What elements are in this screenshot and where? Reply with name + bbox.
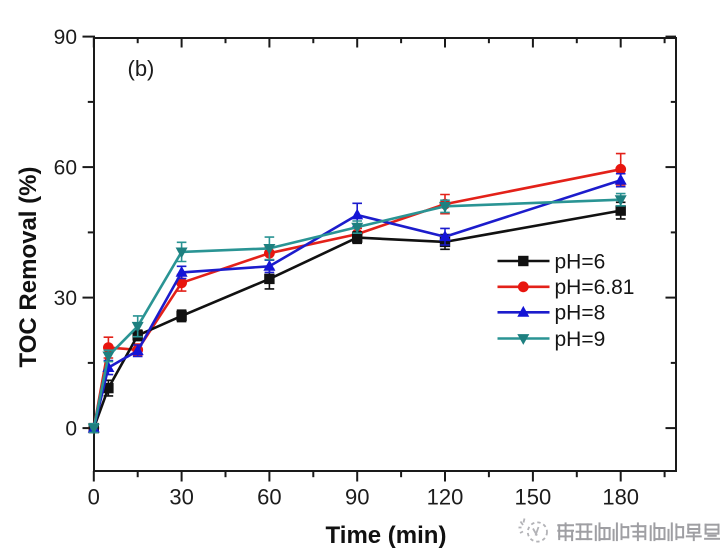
svg-text:pH=9: pH=9: [555, 328, 606, 351]
svg-text:90: 90: [345, 485, 369, 510]
svg-text:Time (min): Time (min): [326, 522, 447, 549]
svg-text:60: 60: [257, 485, 281, 510]
svg-text:180: 180: [602, 485, 639, 510]
svg-text:150: 150: [515, 485, 552, 510]
svg-text:30: 30: [54, 287, 77, 310]
svg-text:TOC Removal (%): TOC Removal (%): [15, 167, 42, 368]
svg-text:0: 0: [88, 485, 100, 510]
svg-text:pH=6: pH=6: [555, 250, 606, 273]
svg-text:60: 60: [54, 157, 77, 180]
svg-text:(b): (b): [128, 56, 155, 81]
svg-text:90: 90: [54, 26, 77, 49]
svg-text:pH=6.81: pH=6.81: [555, 276, 635, 299]
svg-text:120: 120: [427, 485, 464, 510]
svg-text:pH=8: pH=8: [555, 302, 606, 325]
svg-text:0: 0: [65, 418, 77, 441]
svg-text:30: 30: [169, 485, 193, 510]
